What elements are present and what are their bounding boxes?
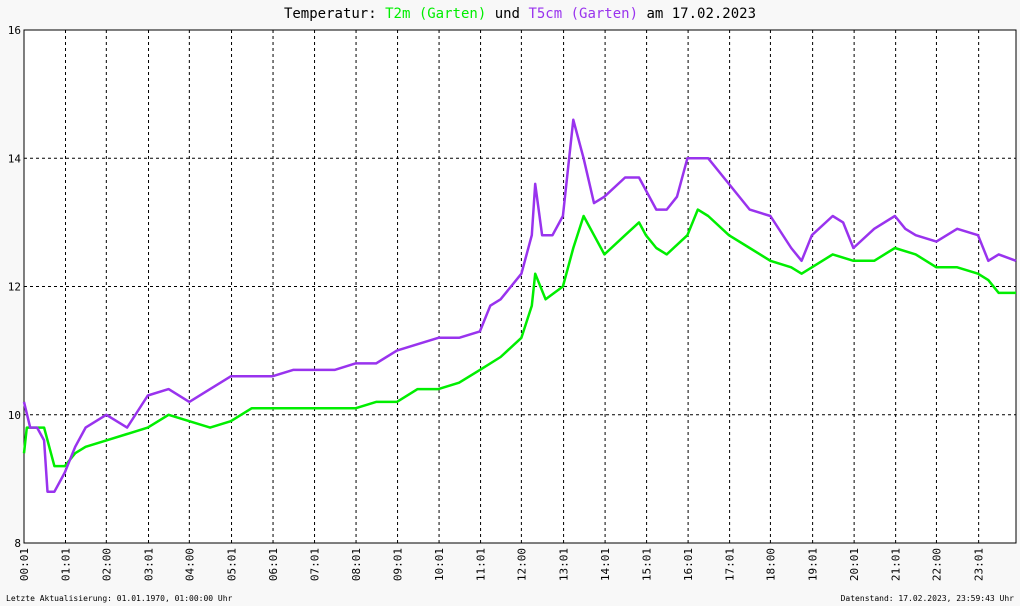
x-tick-label: 21:01 [890, 548, 903, 581]
x-tick-label: 15:01 [641, 548, 654, 581]
x-tick-label: 00:01 [18, 548, 31, 581]
x-tick-label: 13:01 [558, 548, 571, 581]
x-tick-label: 19:01 [807, 548, 820, 581]
x-tick-label: 11:01 [475, 548, 488, 581]
title-part: Temperatur: [284, 6, 377, 22]
title-part: am 17.02.2023 [646, 6, 756, 22]
title-series: T5cm (Garten) [528, 6, 638, 22]
x-tick-label: 17:01 [724, 548, 737, 581]
x-tick-label: 12:00 [515, 548, 528, 581]
x-tick-label: 22:00 [930, 548, 943, 581]
y-tick-label: 14 [8, 152, 22, 165]
footer-right: Datenstand: 17.02.2023, 23:59:43 Uhr [841, 594, 1015, 603]
x-tick-label: 14:01 [599, 548, 612, 581]
x-tick-label: 04:00 [183, 548, 196, 581]
x-tick-label: 18:00 [764, 548, 777, 581]
chart-title: Temperatur: T2m (Garten) und T5cm (Garte… [284, 6, 756, 22]
y-tick-label: 10 [8, 409, 21, 422]
x-tick-label: 23:01 [973, 548, 986, 581]
x-tick-label: 10:01 [433, 548, 446, 581]
series-line [22, 208, 1016, 468]
y-tick-label: 16 [8, 24, 21, 37]
y-tick-label: 8 [14, 537, 21, 550]
x-tick-label: 09:01 [392, 548, 405, 581]
x-tick-label: 06:01 [267, 548, 280, 581]
x-tick-label: 16:01 [682, 548, 695, 581]
series-line [22, 118, 1017, 493]
title-series: T2m (Garten) [385, 6, 486, 22]
plot-area [23, 29, 1017, 544]
y-tick-label: 12 [8, 281, 21, 294]
x-tick-label: 01:01 [60, 548, 73, 581]
x-tick-label: 20:01 [848, 548, 861, 581]
title-part: und [495, 6, 520, 22]
x-tick-label: 08:01 [350, 548, 363, 581]
x-tick-label: 02:00 [100, 548, 113, 581]
x-tick-label: 05:01 [226, 548, 239, 581]
x-tick-label: 07:01 [309, 548, 322, 581]
x-tick-label: 03:01 [143, 548, 156, 581]
footer-left: Letzte Aktualisierung: 01.01.1970, 01:00… [6, 594, 233, 603]
